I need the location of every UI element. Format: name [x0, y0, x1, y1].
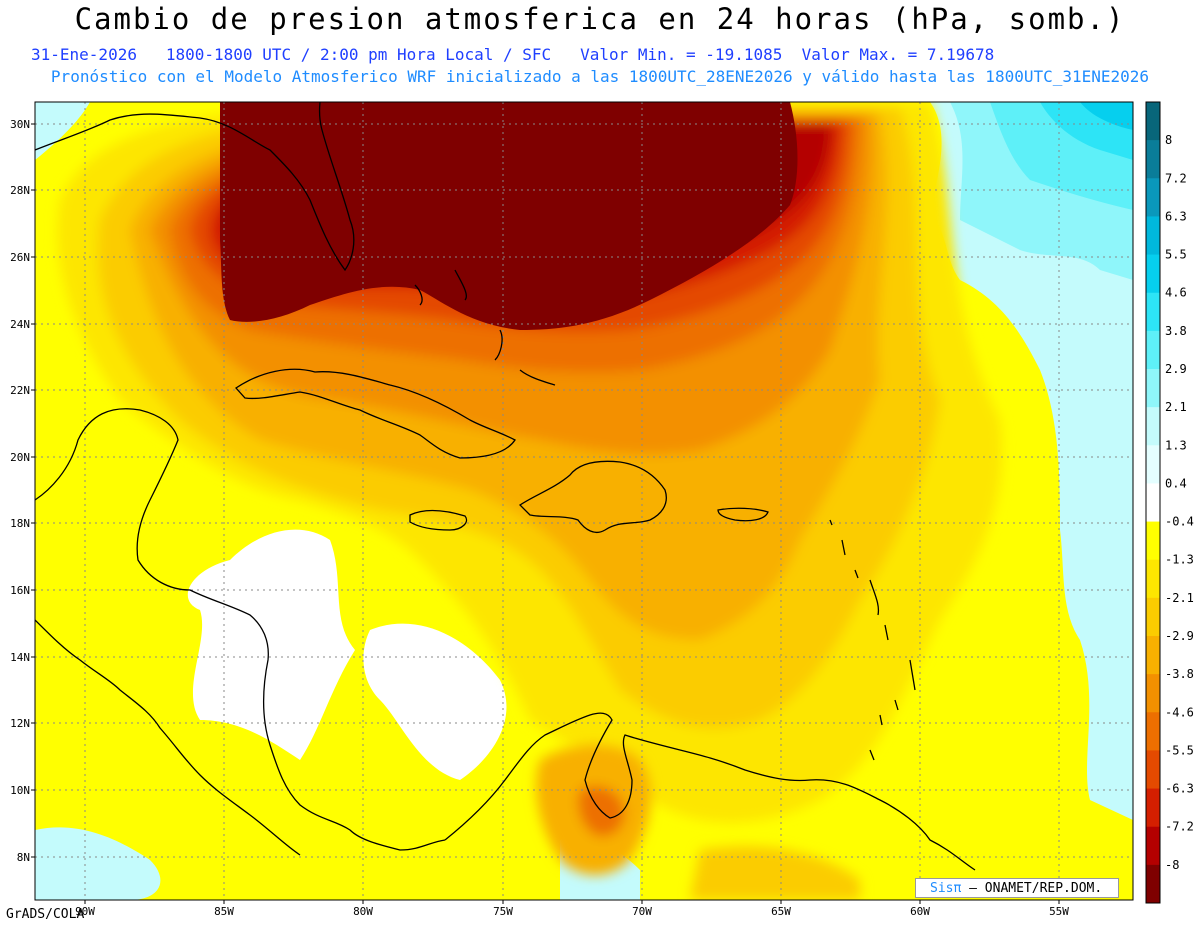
latitude-label: 10N — [10, 784, 30, 797]
graticule — [35, 102, 1133, 900]
puerto-rico-coast — [717, 507, 769, 522]
colorbar-swatch — [1146, 636, 1160, 675]
grads-credit: GrADS/COLA — [6, 907, 85, 922]
colorbar-swatch — [1146, 521, 1160, 561]
longitude-label: 65W — [771, 905, 791, 918]
colorbar-swatch — [1146, 102, 1160, 141]
colorbar-label: -7.2 — [1165, 820, 1194, 834]
colorbar-swatch — [1146, 826, 1160, 866]
model-info-line: Pronóstico con el Modelo Atmosferico WRF… — [50, 67, 1150, 86]
colorbar-swatch — [1146, 178, 1160, 217]
colorbar-label: -0.4 — [1165, 515, 1194, 529]
longitude-label: 90W — [75, 905, 95, 918]
colorbar-label: -5.5 — [1165, 743, 1194, 757]
colorbar-swatch — [1146, 597, 1160, 637]
latitude-label: 28N — [10, 184, 30, 197]
latitude-labels: 30N 28N 26N 24N 22N 20N 18N 16N 14N 12N 10N 8N — [10, 118, 35, 864]
colorbar-frame — [1145, 101, 1161, 904]
latitude-label: 24N — [10, 318, 30, 331]
colorbar-swatch — [1146, 292, 1160, 332]
latitude-label: 22N — [10, 384, 30, 397]
colorbar-swatch — [1146, 407, 1160, 446]
coastlines — [35, 102, 976, 871]
colorbar-label: 4.6 — [1165, 286, 1187, 300]
colorbar-swatch — [1146, 712, 1160, 751]
colorbar-label: -8 — [1165, 858, 1179, 872]
colorbar-label: -4.6 — [1165, 705, 1194, 719]
colorbar-label: 5.5 — [1165, 248, 1187, 262]
longitude-label: 80W — [353, 905, 373, 918]
colorbar-label: -3.8 — [1165, 667, 1194, 681]
longitude-label: 55W — [1049, 905, 1069, 918]
map-frame — [34, 101, 1134, 901]
south-america-coast — [444, 712, 976, 871]
colorbar-swatch — [1146, 864, 1160, 904]
cuba-coast — [235, 368, 516, 459]
colorbar-swatch — [1146, 483, 1160, 523]
central-america-coast — [35, 408, 446, 851]
map-title: Cambio de presion atmosferica en 24 hora… — [74, 2, 1126, 36]
sispi-brand: Sisπ — [930, 881, 962, 896]
colorbar-swatch — [1146, 674, 1160, 713]
pressure-field — [35, 102, 1133, 900]
colorbar-swatch — [1146, 216, 1160, 256]
colorbar-label: 8 — [1165, 133, 1172, 147]
colorbar-label: -2.9 — [1165, 629, 1194, 643]
longitude-label: 75W — [493, 905, 513, 918]
lesser-antilles-coast — [829, 519, 916, 761]
colorbar-label: -6.3 — [1165, 782, 1194, 796]
latitude-label: 20N — [10, 451, 30, 464]
colorbar-swatch — [1146, 369, 1160, 408]
colorbar-label: 2.1 — [1165, 400, 1187, 414]
colorbar-label: 2.9 — [1165, 362, 1187, 376]
latitude-label: 12N — [10, 717, 30, 730]
jamaica-coast — [409, 509, 468, 531]
colorbar-swatch — [1146, 750, 1160, 790]
onamet-logo-box: Sisπ – ONAMET/REP.DOM. — [915, 878, 1119, 898]
colorbar: 8 7.2 6.3 5.5 4.6 3.8 2.9 2.1 1.3 0.4 -0.4 -1.3 -2.1… — [1145, 101, 1194, 904]
colorbar-swatch — [1146, 140, 1160, 179]
latitude-label: 26N — [10, 251, 30, 264]
hispaniola-coast — [518, 460, 667, 534]
colorbar-label: 7.2 — [1165, 171, 1187, 185]
colorbar-swatch — [1146, 788, 1160, 828]
longitude-label: 60W — [910, 905, 930, 918]
colorbar-label: -2.1 — [1165, 591, 1194, 605]
latitude-label: 14N — [10, 651, 30, 664]
colorbar-swatch — [1146, 254, 1160, 294]
onamet-text: – ONAMET/REP.DOM. — [961, 881, 1103, 896]
colorbar-swatch — [1146, 330, 1160, 370]
colorbar-swatch — [1146, 559, 1160, 599]
longitude-label: 85W — [214, 905, 234, 918]
latitude-label: 8N — [17, 851, 30, 864]
colorbar-label: 3.8 — [1165, 324, 1187, 338]
colorbar-label: 6.3 — [1165, 209, 1187, 223]
latitude-label: 16N — [10, 584, 30, 597]
colorbar-swatch — [1146, 445, 1160, 484]
forecast-subtitle: 31-Ene-2026 1800-1800 UTC / 2:00 pm Hora… — [31, 45, 995, 64]
pacific-coast — [35, 619, 301, 856]
latitude-label: 18N — [10, 517, 30, 530]
colorbar-label: 0.4 — [1165, 476, 1187, 490]
colorbar-label: 1.3 — [1165, 438, 1187, 452]
latitude-label: 30N — [10, 118, 30, 131]
longitude-labels: 90W 85W 80W 75W 70W 65W 60W 55W — [75, 900, 1069, 918]
florida-coast — [35, 102, 355, 272]
longitude-label: 70W — [632, 905, 652, 918]
colorbar-label: -1.3 — [1165, 553, 1194, 567]
bahamas-coast — [414, 269, 556, 386]
